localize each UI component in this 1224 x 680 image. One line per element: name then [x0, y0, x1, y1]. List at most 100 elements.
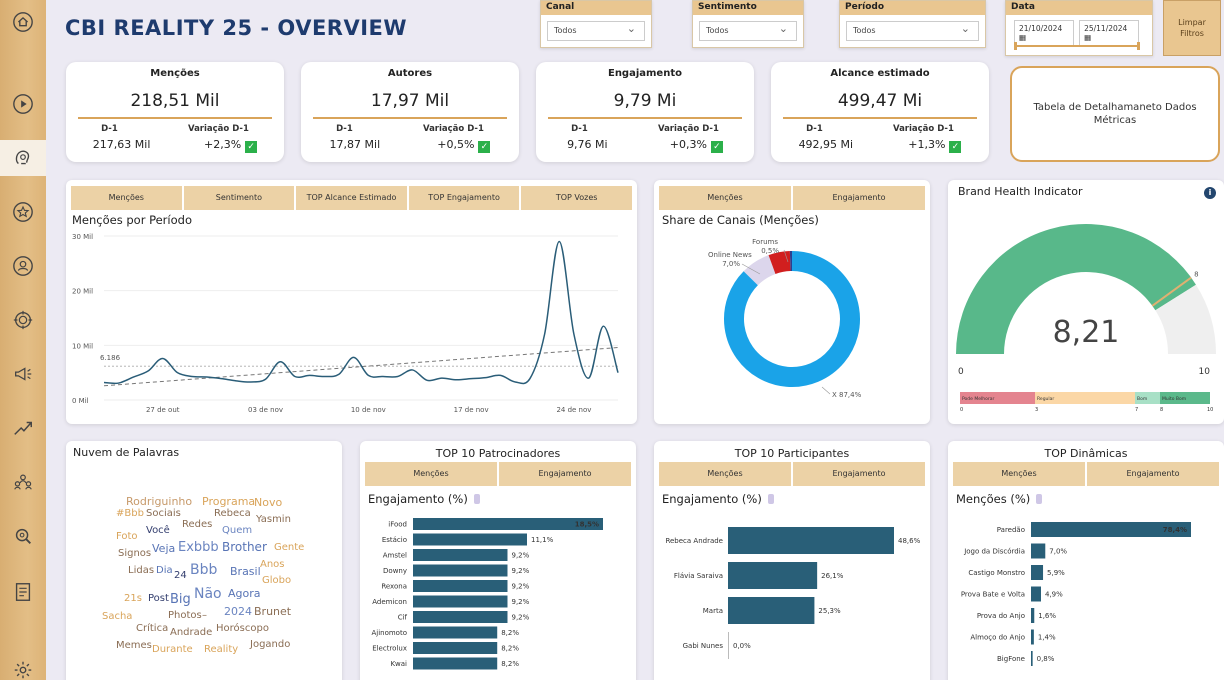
word[interactable]: Veja: [152, 542, 176, 555]
filter-sentimento[interactable]: Sentimento Todos: [692, 0, 804, 48]
report-icon[interactable]: [9, 578, 37, 606]
word[interactable]: Sacha: [102, 611, 133, 622]
date-start-value: 21/10/2024: [1019, 24, 1063, 33]
tab-top-alcance[interactable]: TOP Alcance Estimado: [296, 186, 407, 210]
word[interactable]: Anos: [260, 559, 285, 570]
date-range-slider[interactable]: [1014, 42, 1140, 50]
kpi-d1-value: 492,95 Mi: [798, 138, 854, 151]
home-icon[interactable]: [9, 8, 37, 36]
word[interactable]: Novo: [254, 496, 283, 509]
word[interactable]: Memes: [116, 640, 152, 651]
tab-engajamento[interactable]: Engajamento: [793, 186, 925, 210]
donut-slice: [768, 251, 791, 275]
info-icon[interactable]: i: [1204, 187, 1216, 199]
tab-mencoes[interactable]: Menções: [659, 186, 791, 210]
bar-value-label: 78,4%: [1163, 526, 1187, 534]
bar: [413, 611, 508, 623]
bar-category-label: Castigo Monstro: [968, 569, 1025, 577]
word[interactable]: Brasil: [230, 565, 261, 578]
leader-line: [741, 263, 761, 275]
word[interactable]: Exbbb: [178, 540, 219, 555]
band-tick: 7: [1135, 407, 1138, 413]
word[interactable]: Dia: [156, 565, 173, 576]
check-icon: ✓: [245, 141, 258, 153]
word[interactable]: Você: [146, 525, 170, 536]
line-chart: 0 Mil 10 Mil 20 Mil 30 Mil 27 de out 03 de no…: [72, 233, 619, 414]
word[interactable]: Redes: [182, 519, 213, 530]
word[interactable]: 21s: [124, 593, 142, 604]
word[interactable]: Photos: [168, 610, 202, 621]
search-icon[interactable]: [9, 522, 37, 550]
tab-mencoes[interactable]: Menções: [953, 462, 1085, 486]
word[interactable]: Crítica: [136, 623, 169, 634]
word[interactable]: 24: [174, 570, 187, 581]
reference-label: 6.186: [100, 354, 121, 362]
filter-periodo-select[interactable]: Todos: [846, 21, 979, 41]
word[interactable]: Signos: [118, 548, 152, 559]
word[interactable]: #Bbb: [116, 508, 144, 519]
filter-periodo[interactable]: Período Todos: [839, 0, 986, 48]
gear-icon[interactable]: [9, 656, 37, 680]
tab-sentimento[interactable]: Sentimento: [183, 186, 295, 210]
word[interactable]: Brunet: [254, 605, 292, 618]
bar: [728, 632, 729, 659]
user-icon[interactable]: [9, 252, 37, 280]
word[interactable]: Lidas: [128, 565, 155, 576]
tab-top-engajamento[interactable]: TOP Engajamento: [408, 186, 520, 210]
word[interactable]: Yasmin: [256, 514, 291, 525]
filter-pill-icon: [473, 494, 480, 504]
brain-icon[interactable]: [9, 144, 37, 172]
play-icon[interactable]: [9, 90, 37, 118]
word[interactable]: Durante: [152, 644, 193, 655]
word[interactable]: –: [202, 610, 207, 621]
bar: [413, 657, 498, 670]
clear-filters-label-2: Filtros: [1180, 29, 1204, 38]
tab-top-vozes[interactable]: TOP Vozes: [521, 186, 632, 210]
group-icon[interactable]: [9, 468, 37, 496]
filter-data[interactable]: Data 21/10/2024 ▦ 25/11/2024 ▦: [1005, 0, 1153, 56]
sponsors-subtitle: Engajamento (%): [368, 492, 636, 506]
word[interactable]: Não: [194, 586, 222, 602]
trend-up-icon[interactable]: [9, 414, 37, 442]
word[interactable]: Reality: [204, 644, 239, 655]
word[interactable]: Quem: [222, 525, 253, 536]
word[interactable]: Horóscopo: [216, 623, 269, 634]
date-end-input[interactable]: 25/11/2024 ▦: [1079, 20, 1140, 46]
word[interactable]: Brother: [222, 540, 267, 554]
tab-engajamento[interactable]: Engajamento: [793, 462, 925, 486]
participants-tabs: Menções Engajamento: [659, 462, 925, 486]
target-icon[interactable]: [9, 306, 37, 334]
filter-pill-icon: [1036, 494, 1043, 504]
tab-mencoes[interactable]: Menções: [71, 186, 182, 210]
tab-mencoes[interactable]: Menções: [365, 462, 497, 486]
tab-mencoes[interactable]: Menções: [659, 462, 791, 486]
word[interactable]: Post: [148, 593, 169, 604]
word[interactable]: Andrade: [170, 627, 213, 638]
word[interactable]: Programa: [202, 495, 256, 508]
word[interactable]: Gente: [274, 542, 305, 553]
tab-engajamento[interactable]: Engajamento: [499, 462, 631, 486]
share-card: Menções Engajamento Share de Canais (Men…: [654, 180, 930, 424]
word[interactable]: Globo: [262, 575, 292, 586]
tab-engajamento[interactable]: Engajamento: [1087, 462, 1219, 486]
filter-sentimento-select[interactable]: Todos: [699, 21, 797, 41]
detail-table-button[interactable]: Tabela de Detalhamaneto Dados Métricas: [1010, 66, 1220, 162]
word[interactable]: Bbb: [190, 562, 218, 578]
date-start-input[interactable]: 21/10/2024 ▦: [1014, 20, 1074, 46]
word[interactable]: Big: [170, 592, 191, 607]
word[interactable]: Sociais: [146, 508, 181, 519]
word[interactable]: Rodriguinho: [126, 495, 193, 508]
word[interactable]: Foto: [116, 531, 138, 542]
kpi-title: Menções: [150, 68, 200, 79]
megaphone-icon[interactable]: [9, 360, 37, 388]
bar: [413, 626, 498, 639]
word[interactable]: Jogando: [250, 639, 291, 650]
clear-filters-button[interactable]: Limpar Filtros: [1163, 0, 1221, 56]
word[interactable]: Rebeca: [214, 508, 251, 519]
bar-category-label: Jogo da Discórdia: [963, 548, 1025, 556]
star-icon[interactable]: [9, 198, 37, 226]
word[interactable]: Agora: [228, 587, 261, 600]
filter-canal[interactable]: Canal Todos: [540, 0, 652, 48]
filter-canal-select[interactable]: Todos: [547, 21, 645, 41]
word[interactable]: 2024: [224, 605, 252, 618]
